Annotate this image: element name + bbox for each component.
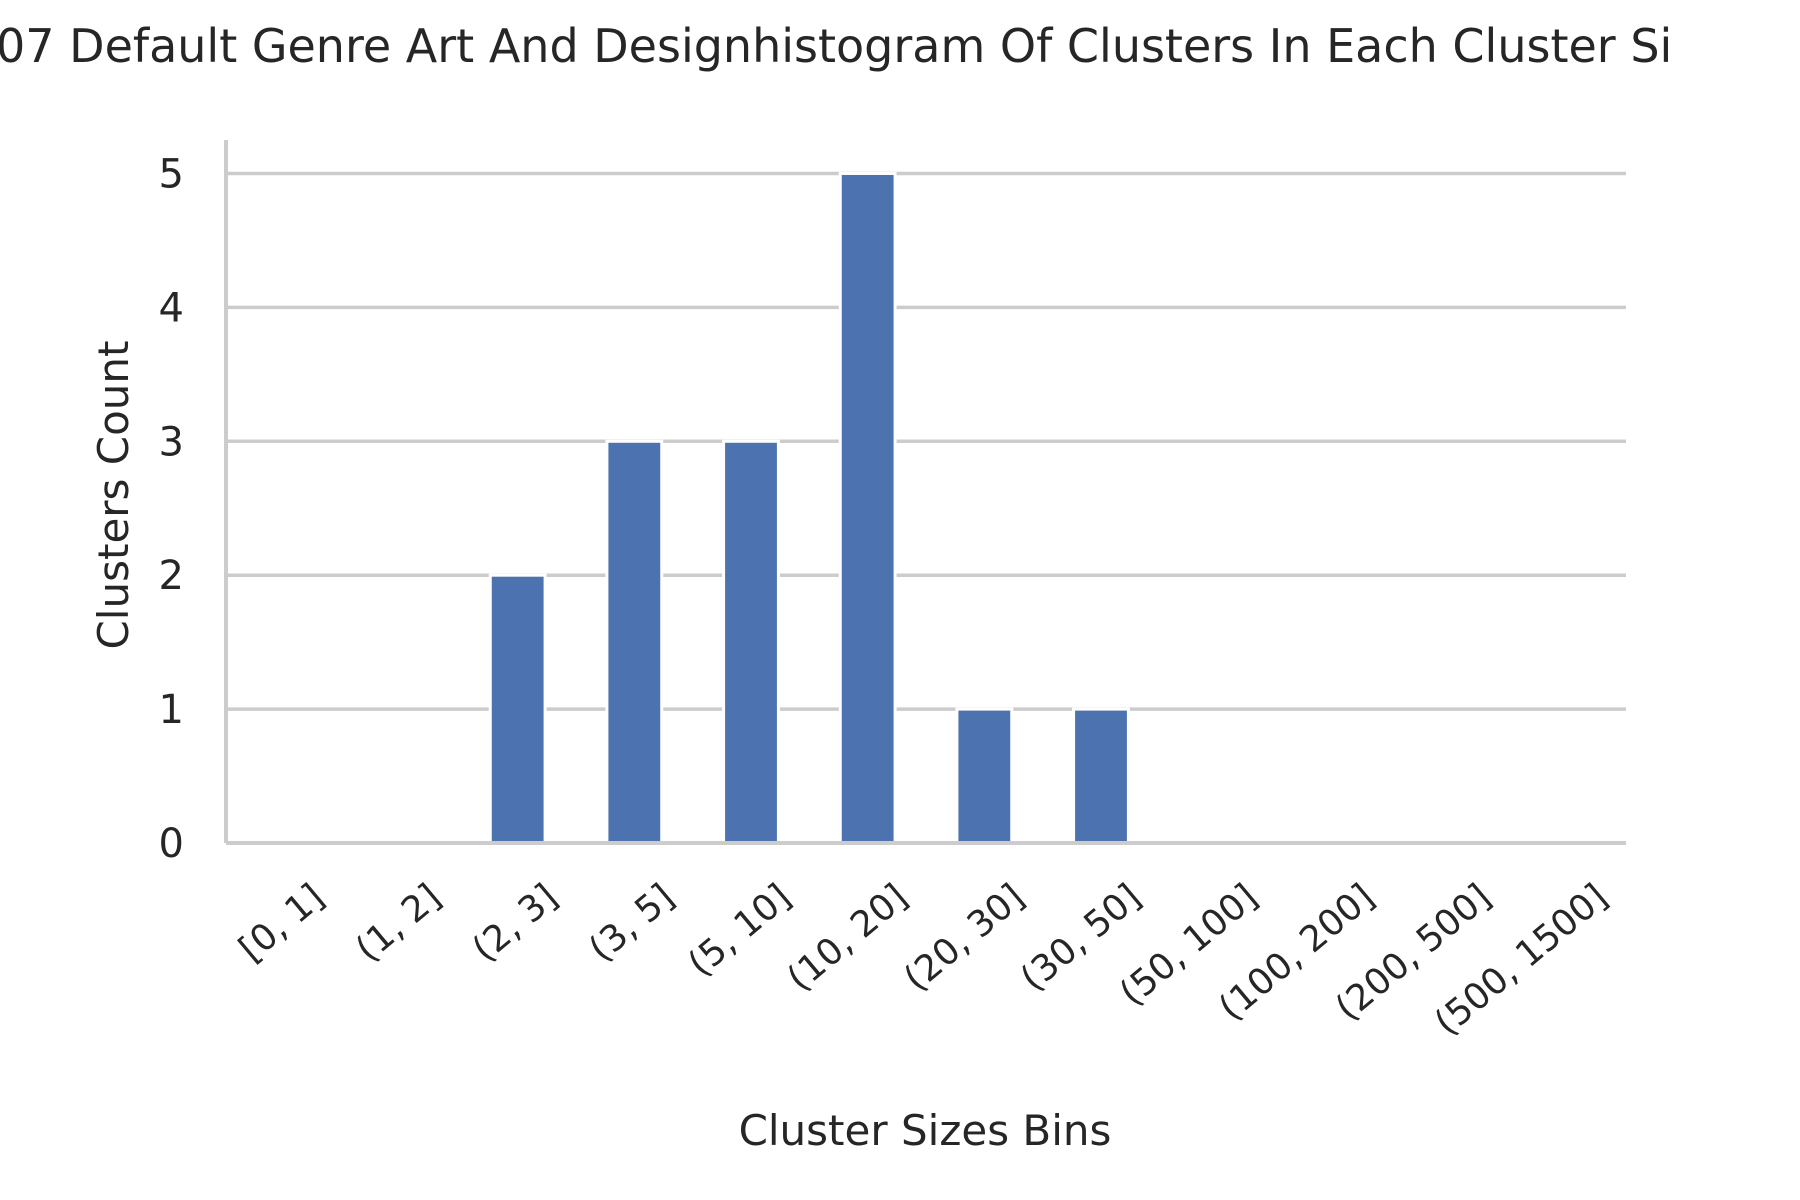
bar-7 [1072,707,1130,845]
grid-lines [226,171,1626,711]
y-tick-label-4: 4 [159,285,184,331]
bar-5 [838,171,897,845]
bars [488,171,1130,845]
axes [224,140,1626,845]
bar-3 [605,439,664,845]
y-tick-label-2: 2 [159,553,184,599]
chart-title: 07 Default Genre Art And Designhistogram… [0,19,1672,73]
x-tick-label-1: (1, 2] [348,876,449,970]
bar-2 [488,573,547,845]
y-tick-label-5: 5 [159,151,184,197]
x-tick-label-0: [0, 1] [232,876,333,970]
x-tick-label-6: (20, 30] [897,876,1033,999]
y-tick-label-3: 3 [159,419,184,465]
x-tick-label-2: (2, 3] [465,876,566,970]
x-axis-label: Cluster Sizes Bins [739,1106,1112,1155]
x-tick-label-5: (10, 20] [780,876,916,999]
y-tick-label-0: 0 [159,821,184,867]
x-tick-label-3: (3, 5] [582,876,683,970]
y-axis-label: Clusters Count [89,340,138,649]
bar-4 [722,439,780,845]
bar-6 [955,707,1014,845]
y-tick-label-1: 1 [159,687,184,733]
y-tick-labels: 0 1 2 3 4 5 [159,151,184,867]
x-tick-labels: [0, 1] (1, 2] (2, 3] (3, 5](5, 10](10, 20](… [232,876,1616,1043]
